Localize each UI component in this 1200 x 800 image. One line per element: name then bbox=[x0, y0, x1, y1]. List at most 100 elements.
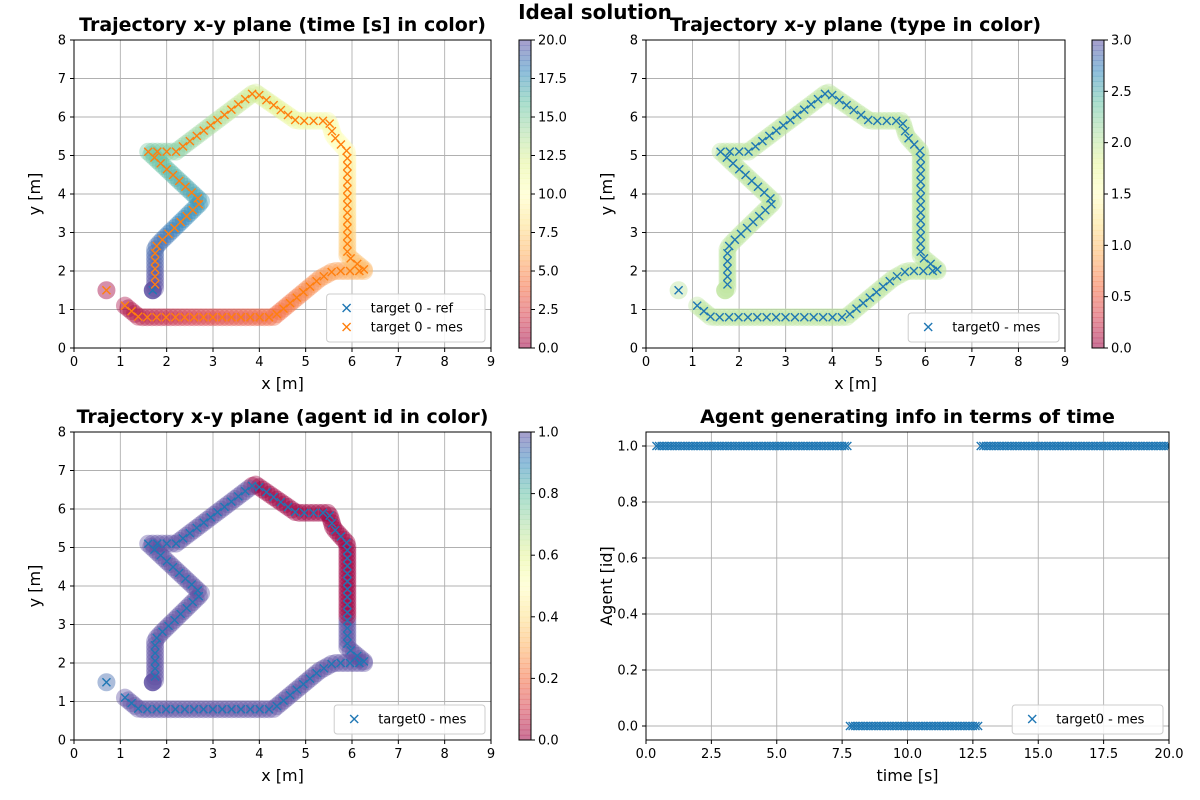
trajectory-point bbox=[324, 125, 343, 144]
x-tick-label: 2.5 bbox=[701, 747, 722, 762]
measurement-marker bbox=[120, 693, 130, 703]
colorbar-band bbox=[1092, 194, 1104, 200]
colorbar-band bbox=[1092, 306, 1104, 313]
colorbar-frame bbox=[518, 431, 532, 741]
trajectory-point bbox=[309, 111, 328, 130]
measurement-marker bbox=[290, 507, 300, 517]
trajectory-point bbox=[338, 153, 357, 172]
trajectory-point bbox=[146, 655, 165, 674]
colorbar-band bbox=[519, 637, 531, 643]
colorbar-band bbox=[1092, 142, 1104, 149]
measurement-marker bbox=[161, 704, 171, 714]
trajectory-point bbox=[261, 93, 280, 112]
colorbar-band bbox=[1092, 173, 1104, 179]
y-tick-label: 0 bbox=[630, 342, 638, 357]
measurement-marker bbox=[255, 704, 265, 714]
measurement-marker bbox=[272, 309, 282, 319]
measurement-marker bbox=[733, 312, 743, 322]
reference-marker bbox=[148, 285, 158, 295]
measurement-marker bbox=[359, 264, 369, 274]
x-tick-label: 7 bbox=[394, 355, 402, 370]
colorbar-band bbox=[519, 663, 531, 669]
trajectory-point bbox=[715, 308, 734, 327]
trajectory-point bbox=[338, 584, 357, 603]
measurement-marker bbox=[178, 533, 188, 543]
trajectory-point bbox=[153, 534, 172, 553]
colorbar-band bbox=[519, 245, 531, 251]
trajectory-point bbox=[718, 255, 737, 274]
measurement-marker bbox=[217, 312, 227, 322]
measurement-marker bbox=[319, 271, 329, 281]
colorbar-band bbox=[519, 317, 531, 323]
colorbar-band bbox=[519, 327, 531, 333]
measurement-marker bbox=[792, 110, 802, 120]
colorbar-band bbox=[519, 55, 531, 61]
colorbar-tick-label: 0.4 bbox=[538, 610, 559, 625]
agent-plot-x-label: x [m] bbox=[261, 766, 304, 785]
colorbar-tick-label: 0.5 bbox=[1111, 290, 1132, 305]
y-tick-label: 0 bbox=[58, 734, 66, 749]
measurement-marker bbox=[150, 272, 160, 282]
trajectory-point bbox=[826, 88, 845, 107]
trajectory-point bbox=[841, 98, 860, 117]
trajectory-point bbox=[282, 500, 301, 519]
colorbar-band bbox=[519, 322, 531, 328]
colorbar-band bbox=[519, 570, 531, 577]
colorbar-band bbox=[519, 678, 531, 684]
trajectory-point bbox=[146, 632, 165, 651]
trajectory-point bbox=[336, 262, 355, 280]
measurement-marker bbox=[245, 704, 255, 714]
colorbar-band bbox=[1092, 271, 1104, 277]
colorbar-band bbox=[1092, 111, 1104, 118]
measurement-marker bbox=[283, 502, 293, 512]
measurement-marker bbox=[813, 94, 823, 104]
colorbar-band bbox=[519, 111, 531, 118]
trajectory-point bbox=[818, 308, 837, 327]
y-tick-label: 1 bbox=[630, 303, 638, 318]
trajectory-point bbox=[911, 215, 930, 234]
colorbar-band bbox=[519, 565, 531, 571]
trajectory-point bbox=[863, 111, 882, 130]
measurement-marker bbox=[240, 94, 250, 104]
measurement-marker bbox=[342, 576, 352, 586]
colorbar-band bbox=[519, 442, 531, 448]
colorbar-band bbox=[519, 627, 531, 633]
trajectory-point bbox=[268, 98, 287, 117]
colorbar-band bbox=[519, 473, 531, 479]
colorbar-band bbox=[519, 281, 531, 287]
subplot-agent-color: 0 1 2 3 4 5 6 7 8 9 0 1 2 3 4 5 6 7 8 Trajectory x-y plane … bbox=[25, 406, 559, 785]
x-tick-label: 5 bbox=[302, 747, 310, 762]
trajectory-point bbox=[848, 103, 867, 122]
y-tick-label: 6 bbox=[630, 111, 638, 126]
trajectory-point bbox=[338, 615, 357, 634]
measurement-marker bbox=[152, 633, 162, 643]
measurement-marker bbox=[236, 704, 246, 714]
measurement-marker bbox=[359, 656, 369, 666]
trajectory-point bbox=[336, 654, 355, 672]
colorbar-band bbox=[519, 127, 531, 133]
trajectory-point bbox=[338, 552, 357, 571]
measurement-marker bbox=[865, 293, 875, 303]
agent-point bbox=[970, 721, 980, 731]
colorbar-band bbox=[1092, 214, 1104, 221]
x-tick-label: 2 bbox=[163, 747, 171, 762]
measurement-marker bbox=[342, 545, 352, 555]
agent-time-plot-axes-frame bbox=[645, 431, 1170, 741]
trajectory-point bbox=[809, 308, 828, 327]
measurement-marker bbox=[150, 256, 160, 266]
measurement-marker bbox=[178, 141, 188, 151]
colorbar-band bbox=[519, 621, 531, 628]
trajectory-point bbox=[282, 108, 301, 127]
colorbar-tick-label: 20.0 bbox=[538, 34, 567, 49]
y-tick-label: 8 bbox=[630, 34, 638, 49]
measurement-marker bbox=[133, 312, 143, 322]
trajectory-point bbox=[133, 700, 152, 719]
measurement-marker bbox=[852, 304, 861, 314]
trajectory-point bbox=[718, 248, 737, 267]
y-tick-label: 0 bbox=[58, 342, 66, 357]
colorbar-band bbox=[519, 493, 531, 500]
trajectory-point bbox=[338, 630, 357, 649]
y-tick-label: 3 bbox=[58, 618, 66, 633]
measurement-marker bbox=[152, 704, 162, 714]
colorbar-band bbox=[519, 591, 531, 597]
